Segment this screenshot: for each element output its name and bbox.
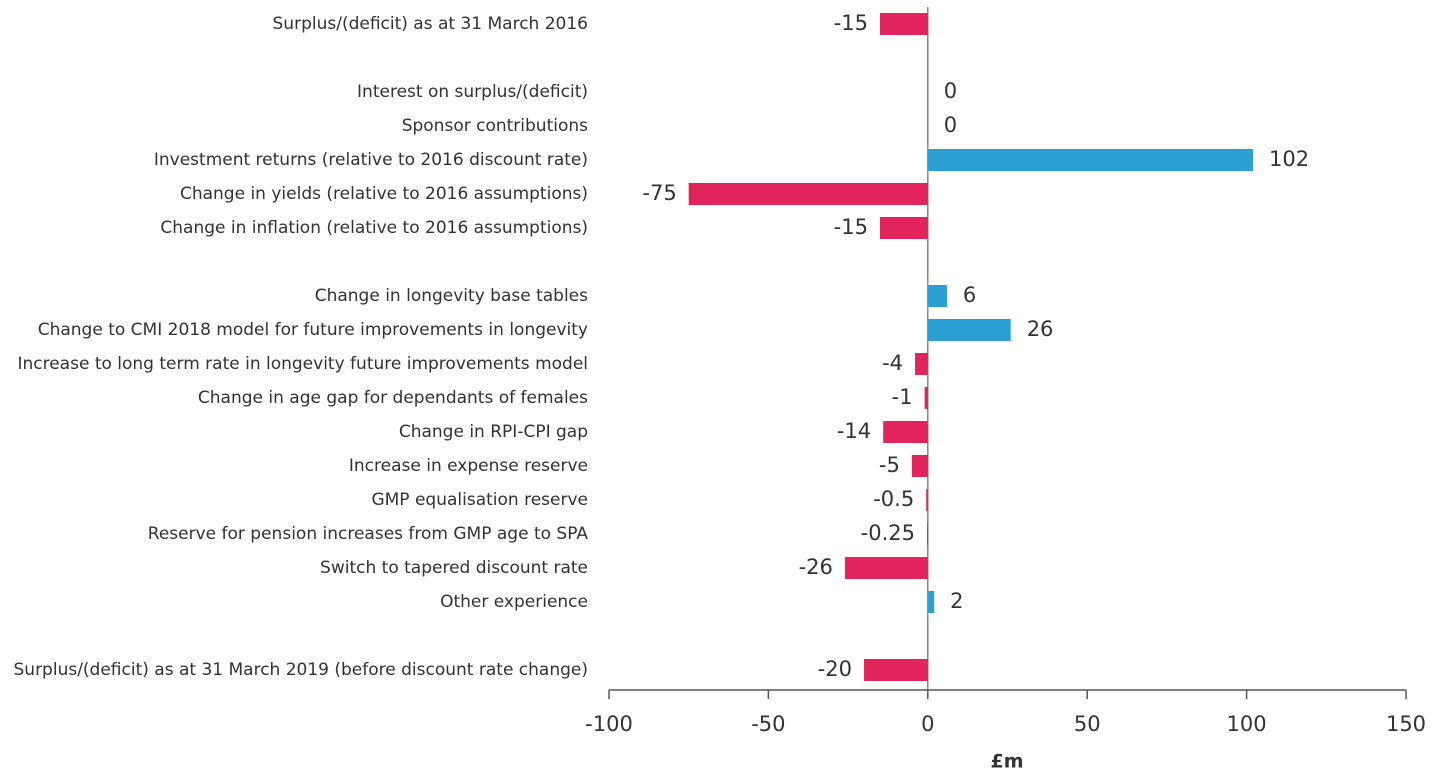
value-label: -26 bbox=[799, 555, 833, 579]
bar bbox=[927, 591, 935, 613]
value-label: 0 bbox=[944, 79, 957, 103]
category-label: Other experience bbox=[440, 592, 588, 612]
category-label: Surplus/(deficit) as at 31 March 2016 bbox=[273, 14, 588, 34]
value-label: -15 bbox=[834, 215, 868, 239]
category-label: Sponsor contributions bbox=[402, 116, 588, 136]
bar bbox=[883, 421, 928, 443]
bar bbox=[911, 455, 928, 477]
category-label: Change in RPI-CPI gap bbox=[399, 422, 588, 442]
bar bbox=[926, 489, 928, 511]
category-label: GMP equalisation reserve bbox=[371, 490, 588, 510]
value-label: -75 bbox=[642, 181, 676, 205]
value-label: -20 bbox=[818, 657, 852, 681]
value-label: 26 bbox=[1027, 317, 1054, 341]
bar bbox=[915, 353, 928, 375]
category-label: Increase in expense reserve bbox=[349, 456, 588, 476]
category-label: Change in inflation (relative to 2016 as… bbox=[160, 218, 588, 238]
bar bbox=[688, 183, 928, 205]
category-label: Surplus/(deficit) as at 31 March 2019 (b… bbox=[14, 660, 589, 680]
value-label: -0.25 bbox=[861, 521, 915, 545]
value-label: -15 bbox=[834, 11, 868, 35]
value-label: -4 bbox=[882, 351, 903, 375]
value-label: -14 bbox=[837, 419, 871, 443]
x-tick-label: 150 bbox=[1386, 712, 1426, 736]
bar bbox=[879, 217, 928, 239]
bar bbox=[864, 659, 928, 681]
x-tick-label: 0 bbox=[921, 712, 934, 736]
category-label: Interest on surplus/(deficit) bbox=[357, 82, 588, 102]
bar bbox=[927, 319, 1011, 341]
bar bbox=[844, 557, 928, 579]
value-label: 0 bbox=[944, 113, 957, 137]
category-label: Investment returns (relative to 2016 dis… bbox=[154, 150, 588, 170]
x-tick-label: 100 bbox=[1227, 712, 1267, 736]
category-label: Change in age gap for dependants of fema… bbox=[198, 388, 588, 408]
category-label: Change to CMI 2018 model for future impr… bbox=[38, 320, 588, 340]
value-label: 102 bbox=[1269, 147, 1309, 171]
bar bbox=[924, 387, 928, 409]
category-label: Increase to long term rate in longevity … bbox=[17, 354, 588, 374]
x-tick-label: -100 bbox=[585, 712, 633, 736]
value-label: -1 bbox=[892, 385, 913, 409]
bar bbox=[927, 523, 928, 545]
x-tick-label: 50 bbox=[1074, 712, 1101, 736]
value-label: 6 bbox=[963, 283, 976, 307]
x-tick-label: -50 bbox=[751, 712, 785, 736]
bar bbox=[927, 285, 947, 307]
value-label: -5 bbox=[879, 453, 900, 477]
value-label: 2 bbox=[950, 589, 963, 613]
category-label: Switch to tapered discount rate bbox=[320, 558, 588, 578]
bar bbox=[927, 149, 1253, 171]
x-axis-label: £m bbox=[990, 751, 1023, 773]
category-label: Change in yields (relative to 2016 assum… bbox=[180, 184, 588, 204]
value-label: -0.5 bbox=[873, 487, 914, 511]
category-label: Reserve for pension increases from GMP a… bbox=[148, 524, 589, 544]
bar bbox=[879, 13, 928, 35]
category-label: Change in longevity base tables bbox=[315, 286, 588, 306]
